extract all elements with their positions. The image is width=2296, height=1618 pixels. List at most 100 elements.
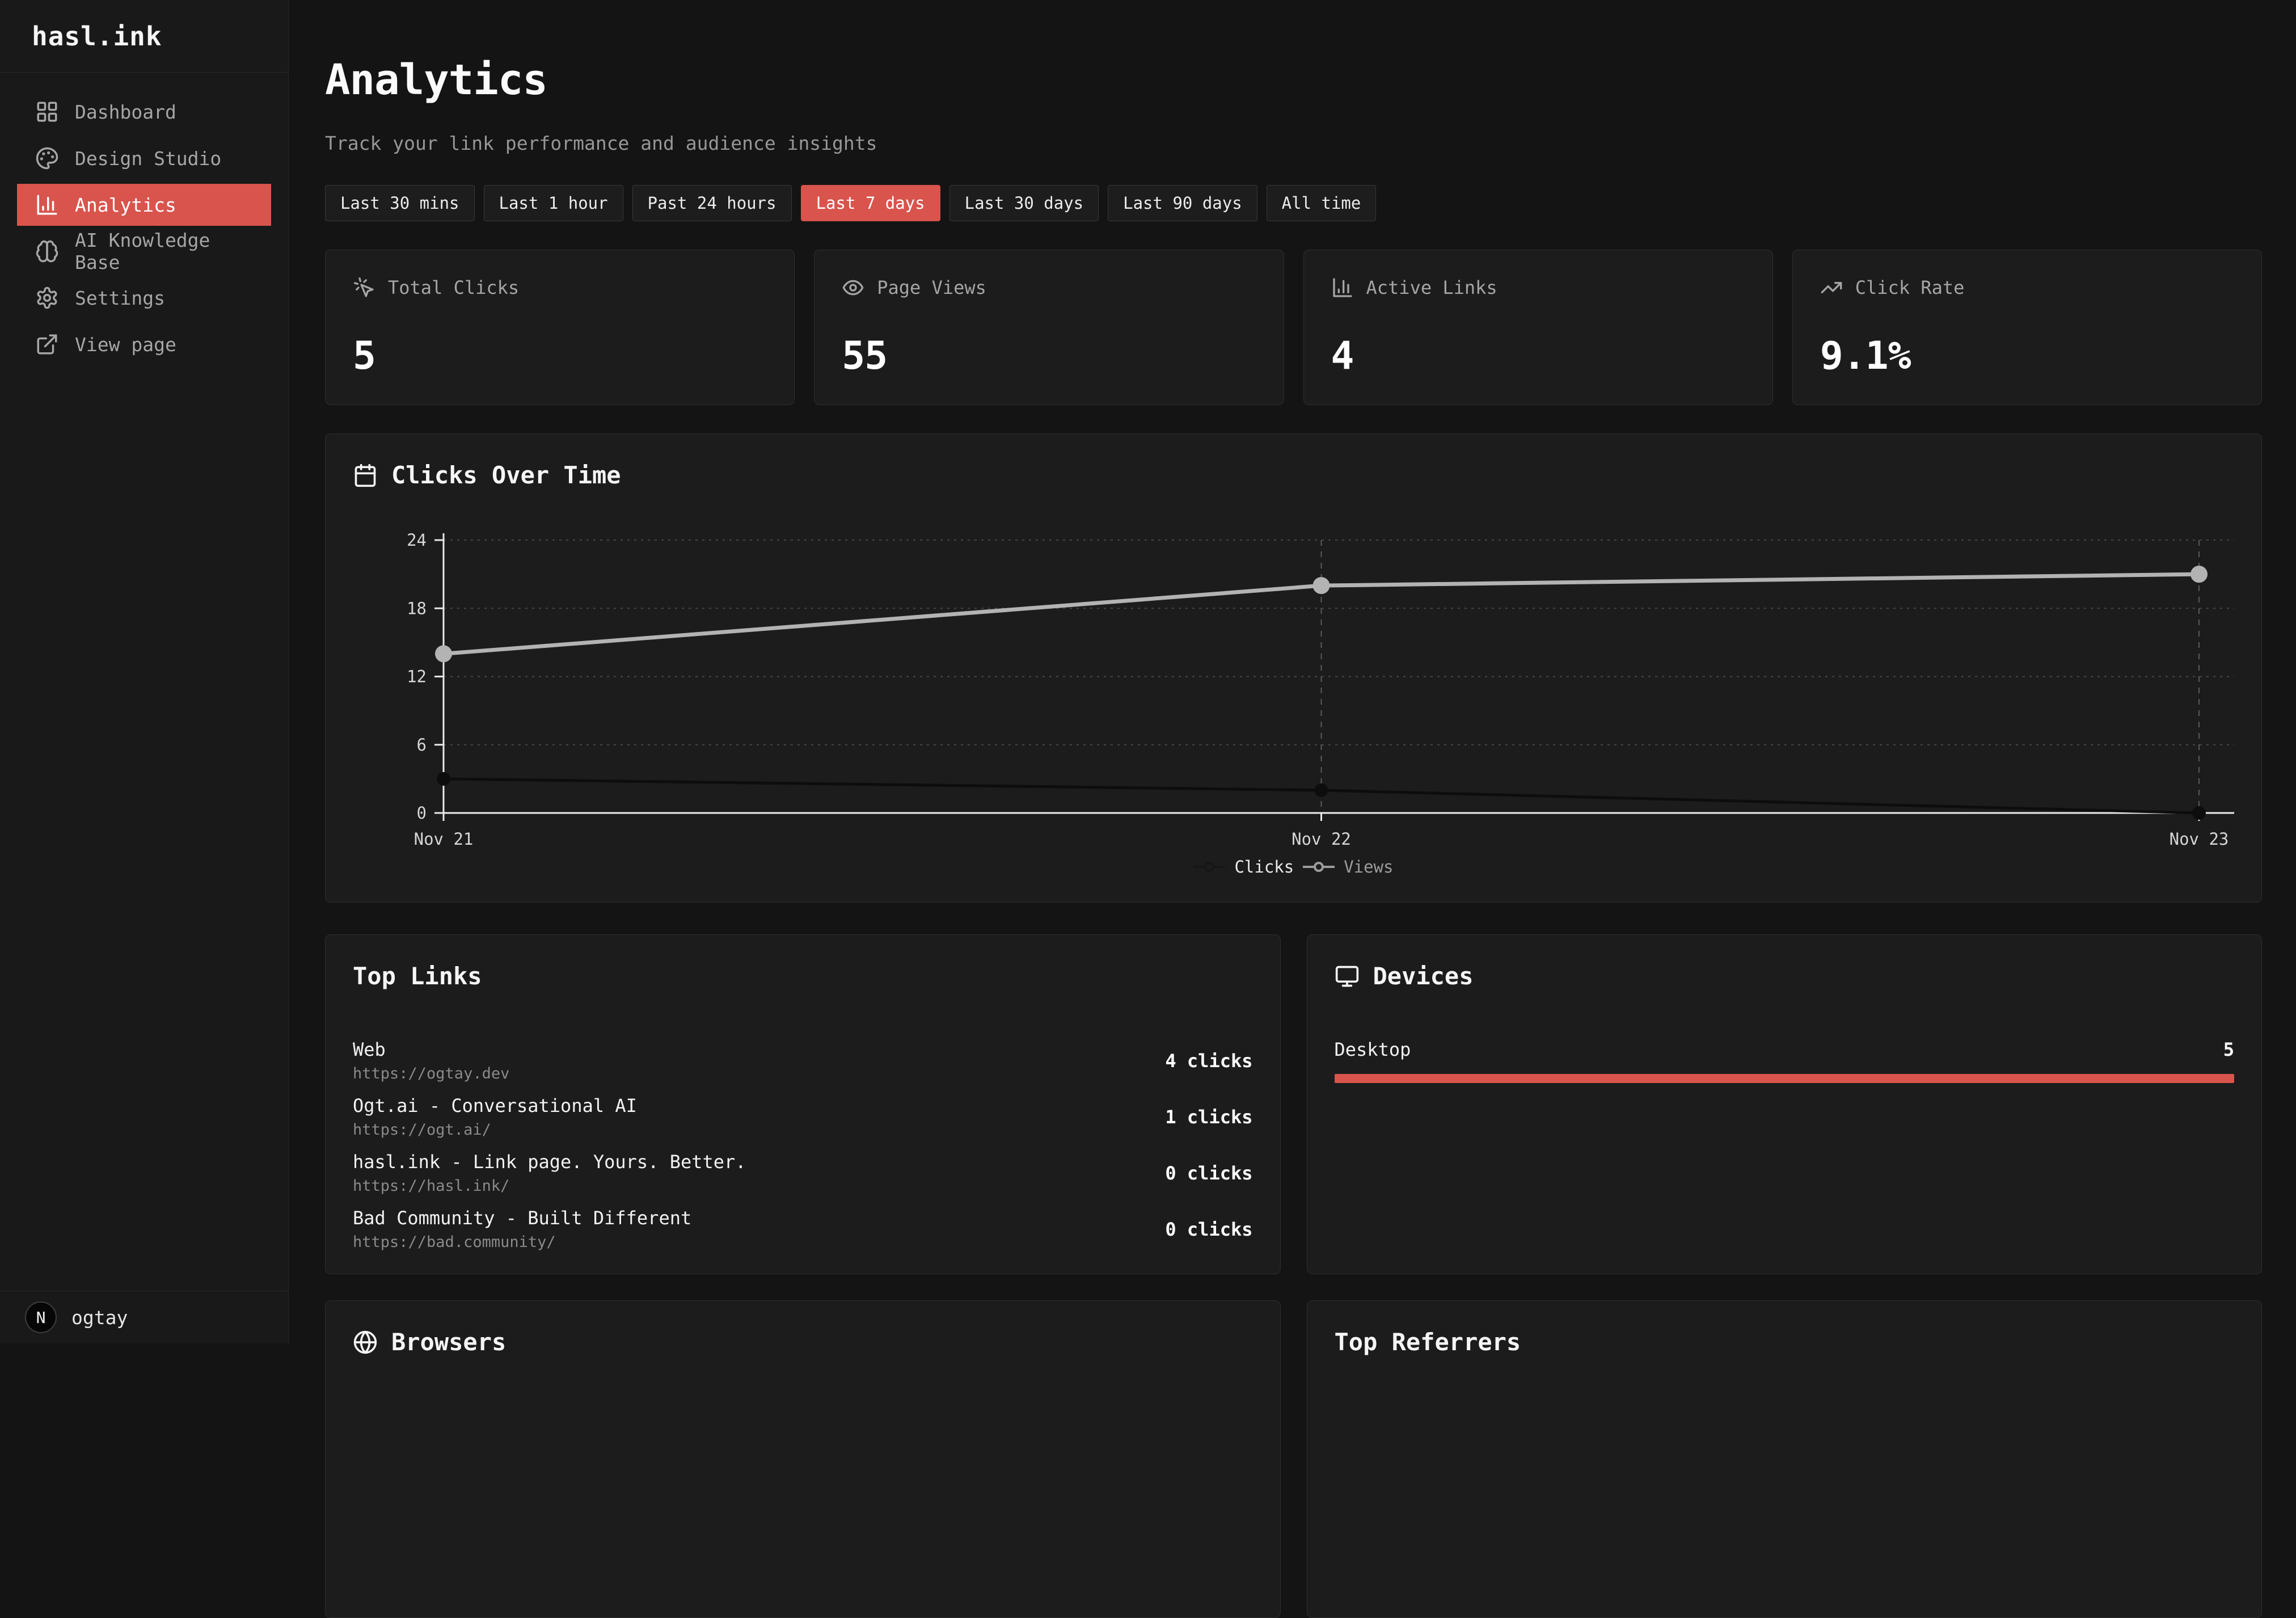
device-name: Desktop [1335, 1039, 1411, 1060]
trending-up-icon [1820, 276, 1843, 299]
page-title: Analytics [325, 56, 2262, 104]
sidebar-item-view-page[interactable]: View page [17, 323, 271, 365]
sidebar-item-label: Dashboard [75, 101, 176, 123]
link-clicks: 4 clicks [1165, 1050, 1252, 1072]
svg-text:Nov 21: Nov 21 [414, 829, 474, 849]
top-referrers-card: Top Referrers [1307, 1300, 2263, 1618]
link-row: Web https://ogtay.dev 4 clicks [353, 1039, 1253, 1082]
filter-all-time[interactable]: All time [1267, 185, 1377, 221]
sidebar-item-label: AI Knowledge Base [75, 229, 253, 273]
clicks-over-time-chart: 0 6 12 18 24 Nov 21 Nov 22 Nov 23 [353, 512, 2234, 853]
svg-text:0: 0 [417, 803, 427, 823]
filter-last-7-days[interactable]: Last 7 days [801, 185, 940, 221]
link-clicks: 0 clicks [1165, 1219, 1252, 1240]
calendar-icon [353, 463, 378, 488]
svg-text:6: 6 [417, 735, 427, 755]
stat-card-page-views: Page Views 55 [814, 250, 1284, 405]
bottom-grid-row-2: Browsers Top Referrers [325, 1300, 2262, 1618]
bottom-grid-row-1: Top Links Web https://ogtay.dev 4 clicks… [325, 934, 2262, 1274]
link-name: Bad Community - Built Different [353, 1207, 691, 1229]
external-link-icon [35, 332, 59, 356]
app-logo: hasl.ink [0, 0, 288, 73]
sidebar: hasl.ink Dashboard Design Studio Analyti… [0, 0, 289, 1343]
stats-row: Total Clicks 5 Page Views 55 Active Link… [325, 250, 2262, 405]
link-url: https://ogtay.dev [353, 1065, 509, 1082]
dashboard-icon [35, 100, 59, 124]
device-value: 5 [2223, 1039, 2234, 1060]
link-url: https://bad.community/ [353, 1233, 691, 1251]
stat-label: Click Rate [1855, 277, 1965, 298]
gear-icon [35, 286, 59, 310]
link-row: Bad Community - Built Different https://… [353, 1207, 1253, 1251]
browsers-card: Browsers [325, 1300, 1281, 1618]
stat-value: 55 [842, 334, 1256, 378]
eye-icon [842, 276, 864, 299]
main-content: Analytics Track your link performance an… [289, 0, 2296, 1618]
device-bar [1335, 1074, 2235, 1083]
devices-title: Devices [1373, 962, 1474, 990]
link-row: hasl.ink - Link page. Yours. Better. htt… [353, 1151, 1253, 1195]
stat-label: Page Views [877, 277, 986, 298]
avatar-initial: N [36, 1308, 46, 1327]
sidebar-item-design-studio[interactable]: Design Studio [17, 137, 271, 179]
palette-icon [35, 146, 59, 170]
svg-text:Nov 23: Nov 23 [2170, 829, 2229, 849]
svg-text:24: 24 [407, 530, 427, 550]
filter-last-1-hour[interactable]: Last 1 hour [484, 185, 623, 221]
sidebar-item-ai-knowledge-base[interactable]: AI Knowledge Base [17, 230, 271, 272]
stat-value: 9.1% [1820, 334, 2234, 378]
sidebar-item-dashboard[interactable]: Dashboard [17, 91, 271, 133]
page-subtitle: Track your link performance and audience… [325, 132, 2262, 154]
sidebar-item-label: Design Studio [75, 148, 221, 170]
sidebar-item-label: View page [75, 334, 176, 356]
svg-text:12: 12 [407, 667, 427, 686]
stat-label: Total Clicks [388, 277, 519, 298]
sidebar-item-label: Settings [75, 287, 165, 309]
bar-chart-icon [1331, 276, 1354, 299]
link-row: Ogt.ai - Conversational AI https://ogt.a… [353, 1095, 1253, 1139]
sidebar-item-label: Analytics [75, 194, 176, 216]
sidebar-item-settings[interactable]: Settings [17, 277, 271, 319]
device-bar-fill [1335, 1074, 2235, 1083]
filter-last-90-days[interactable]: Last 90 days [1108, 185, 1257, 221]
link-clicks: 0 clicks [1165, 1162, 1252, 1184]
link-name: Web [353, 1039, 509, 1060]
line-chart-svg: 0 6 12 18 24 Nov 21 Nov 22 Nov 23 [353, 512, 2234, 853]
user-menu[interactable]: N ogtay [0, 1291, 288, 1343]
stat-label: Active Links [1366, 277, 1497, 298]
browsers-title: Browsers [391, 1328, 506, 1356]
legend-views-label: Views [1344, 857, 1393, 877]
stat-card-active-links: Active Links 4 [1303, 250, 1773, 405]
stat-card-click-rate: Click Rate 9.1% [1792, 250, 2262, 405]
svg-text:Nov 22: Nov 22 [1291, 829, 1351, 849]
time-range-filters: Last 30 mins Last 1 hour Past 24 hours L… [325, 185, 2262, 221]
globe-icon [353, 1330, 378, 1355]
bar-chart-icon [35, 193, 59, 217]
avatar: N [25, 1301, 57, 1333]
sidebar-item-analytics[interactable]: Analytics [17, 184, 271, 226]
link-name: Ogt.ai - Conversational AI [353, 1095, 637, 1116]
stat-value: 4 [1331, 334, 1745, 378]
top-links-card: Top Links Web https://ogtay.dev 4 clicks… [325, 934, 1281, 1274]
link-name: hasl.ink - Link page. Yours. Better. [353, 1151, 746, 1173]
stat-card-total-clicks: Total Clicks 5 [325, 250, 795, 405]
username: ogtay [71, 1307, 128, 1329]
top-links-list: Web https://ogtay.dev 4 clicks Ogt.ai - … [353, 1039, 1253, 1251]
devices-card: Devices Desktop 5 [1307, 934, 2263, 1274]
link-clicks: 1 clicks [1165, 1106, 1252, 1128]
monitor-icon [1335, 964, 1360, 989]
views-legend-marker-icon [1303, 861, 1335, 873]
stat-value: 5 [353, 334, 767, 378]
svg-text:18: 18 [407, 599, 427, 618]
filter-last-30-days[interactable]: Last 30 days [949, 185, 1099, 221]
filter-past-24-hours[interactable]: Past 24 hours [632, 185, 792, 221]
link-url: https://ogt.ai/ [353, 1121, 637, 1139]
brain-icon [35, 239, 59, 263]
chart-legend: Clicks Views [353, 857, 2234, 877]
link-url: https://hasl.ink/ [353, 1177, 746, 1195]
click-icon [353, 276, 375, 299]
filter-last-30-mins[interactable]: Last 30 mins [325, 185, 475, 221]
top-referrers-title: Top Referrers [1335, 1328, 1521, 1356]
top-links-title: Top Links [353, 962, 482, 990]
